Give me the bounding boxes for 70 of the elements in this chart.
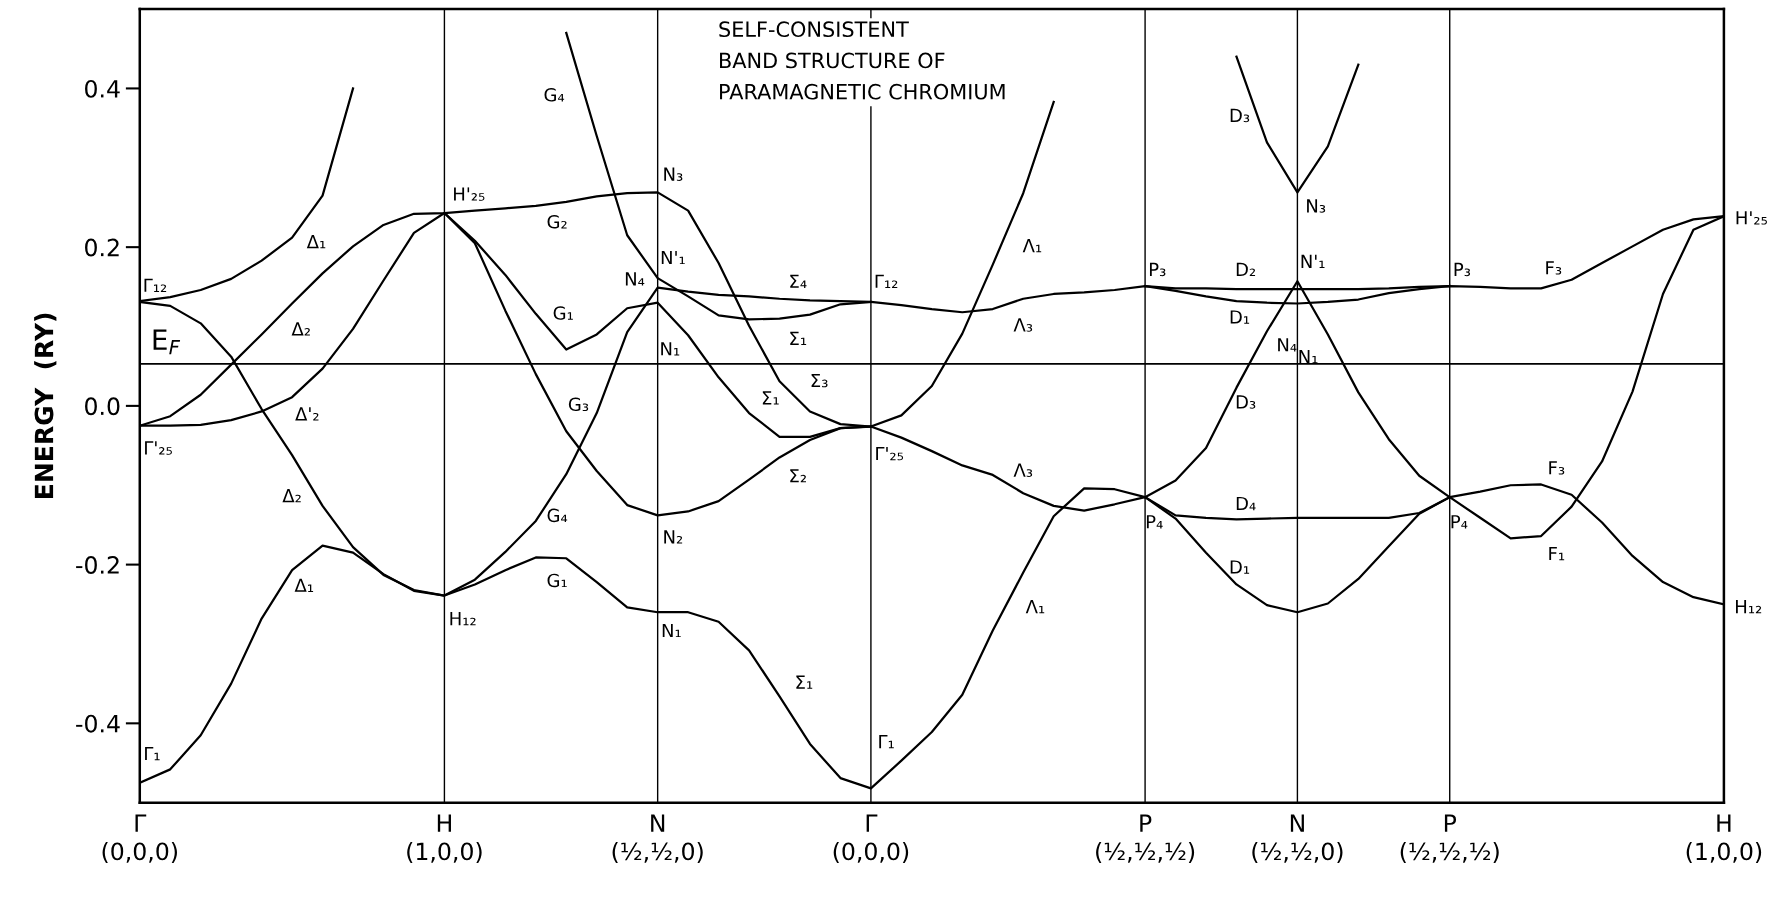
annotation: Σ₄ [790, 274, 807, 288]
x-tick-label: H (1,0,0) [1686, 814, 1762, 864]
annotation: Γ₁₂ [875, 274, 898, 288]
annotation: N'₁ [1301, 254, 1325, 269]
annotation: G₂ [547, 214, 567, 229]
text: H₁₂ [1736, 600, 1762, 614]
annotation: Λ₁ [1022, 238, 1042, 253]
annotation: Δ₁ [306, 235, 326, 249]
annotation: N₂ [664, 530, 683, 544]
text: SELF-CONSISTENT BAND STRUCTURE OF PARAMAGNETIC CHROMIUM [719, 21, 1005, 100]
annotation: N₄ [625, 272, 645, 286]
annotation: Γ₁ [145, 746, 160, 761]
annotation: N₄ [1278, 338, 1297, 352]
annotation: Δ₂ [291, 322, 310, 336]
x-tick-label: P (½,½,½) [1096, 814, 1195, 864]
annotation: Σ₁ [796, 675, 813, 689]
annotation: N₁ [662, 623, 681, 638]
annotation: F₁ [1549, 546, 1565, 561]
annotation: Γ'₂₅ [145, 441, 172, 455]
x-tick-label: P (½,½,½) [1400, 814, 1499, 864]
annotation: Σ₂ [790, 469, 806, 483]
y-axis-title: ENERGY (RY) [34, 313, 57, 498]
annotation: Σ₃ [811, 373, 828, 388]
annotation: G₄ [547, 508, 568, 523]
annotation: H₁₂ [450, 611, 476, 626]
annotation: F₃ [1546, 261, 1562, 275]
annotation: P₃ [1454, 262, 1471, 277]
annotation: G₁ [553, 306, 573, 320]
annotation: N₃ [664, 167, 683, 181]
annotation: P₃ [1149, 262, 1166, 277]
x-tick-label: Γ (0,0,0) [833, 814, 909, 864]
annotation: D₃ [1236, 395, 1256, 409]
x-tick-label: H (1,0,0) [407, 814, 482, 864]
annotation: N₃ [1307, 199, 1326, 213]
annotation: F₃ [1549, 461, 1565, 475]
y-tick-label: 0.4 [85, 79, 120, 98]
annotation: Δ₂ [282, 488, 301, 503]
annotation: Γ₁₂ [144, 278, 167, 292]
annotation: N₁ [661, 342, 680, 356]
annotation: P₄ [1451, 515, 1468, 529]
y-tick-label: 0.0 [85, 397, 120, 416]
annotation: G₄ [544, 87, 565, 102]
text: H'₂₅ [1736, 211, 1767, 225]
annotation: Λ₃ [1013, 463, 1033, 477]
ref-line-label: E$_{F}$ [153, 329, 181, 355]
annotation: N₁ [1299, 350, 1318, 364]
y-tick-label: 0.2 [85, 238, 119, 257]
y-tick-label: -0.2 [76, 556, 119, 574]
x-tick-label: Γ (0,0,0) [102, 814, 177, 864]
y-tick-label: -0.4 [76, 714, 120, 733]
annotation: G₃ [568, 397, 589, 412]
annotation: Γ₁ [879, 734, 894, 749]
annotation: D₃ [1230, 108, 1250, 123]
annotation: D₄ [1236, 496, 1256, 511]
x-tick-label: N (½,½,0) [612, 814, 703, 864]
annotation: Δ₁ [294, 578, 314, 592]
annotation: Λ₃ [1013, 318, 1033, 332]
annotation: N'₁ [661, 250, 685, 265]
annotation: Σ₁ [790, 331, 807, 346]
annotation: H'₂₅ [454, 187, 485, 201]
annotation: Γ'₂₅ [876, 446, 904, 461]
x-tick-label: N (½,½,0) [1252, 814, 1343, 864]
annotation: Σ₁ [762, 391, 779, 405]
annotation: Δ'₂ [295, 407, 319, 421]
annotation: D₁ [1230, 310, 1250, 324]
annotation: Λ₁ [1025, 600, 1045, 614]
annotation: P₄ [1146, 515, 1163, 529]
annotation: G₁ [547, 573, 567, 588]
annotation: D₁ [1230, 560, 1250, 574]
annotation: D₂ [1236, 262, 1256, 277]
